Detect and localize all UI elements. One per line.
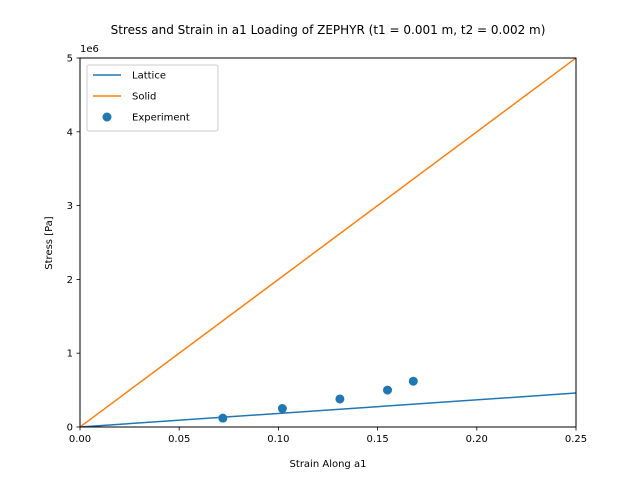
data-point-experiment — [408, 376, 418, 386]
data-point-experiment — [277, 404, 287, 414]
y-tick-label: 1 — [67, 349, 73, 360]
y-tick-label: 3 — [67, 201, 73, 212]
legend-label-lattice: Lattice — [132, 71, 166, 82]
series-line-lattice — [80, 392, 576, 427]
y-tick-label: 0 — [67, 423, 73, 434]
y-tick-label: 4 — [67, 127, 73, 138]
x-tick-label: 0.05 — [168, 434, 190, 445]
data-point-experiment — [218, 413, 228, 423]
legend-frame — [86, 64, 219, 132]
x-tick-label: 0.00 — [69, 434, 91, 445]
x-axis-label: Strain Along a1 — [290, 459, 367, 470]
series-group — [80, 58, 576, 427]
y-tick-label: 2 — [67, 275, 73, 286]
x-tick-label: 0.25 — [565, 434, 587, 445]
chart-title: Stress and Strain in a1 Loading of ZEPHY… — [111, 23, 546, 37]
y-tick-label: 5 — [67, 54, 73, 65]
legend: Lattice Solid Experiment — [86, 64, 219, 132]
plot-area — [80, 58, 576, 427]
x-tick-label: 0.20 — [466, 434, 488, 445]
y-axis-label: Stress [Pa] — [44, 216, 55, 270]
legend-label-solid: Solid — [132, 92, 156, 103]
series-line-solid — [80, 58, 576, 427]
data-point-experiment — [383, 385, 393, 395]
data-point-experiment — [335, 394, 345, 404]
axis-ticks: 0.00 0.05 0.10 0.15 0.20 0.25 0 1 2 3 4 5 — [67, 54, 588, 446]
legend-marker-experiment — [102, 112, 112, 122]
legend-label-experiment: Experiment — [132, 113, 190, 124]
x-tick-label: 0.15 — [366, 434, 388, 445]
y-offset-label: 1e6 — [80, 44, 99, 55]
axes-frame — [79, 57, 577, 428]
x-tick-label: 0.10 — [267, 434, 289, 445]
